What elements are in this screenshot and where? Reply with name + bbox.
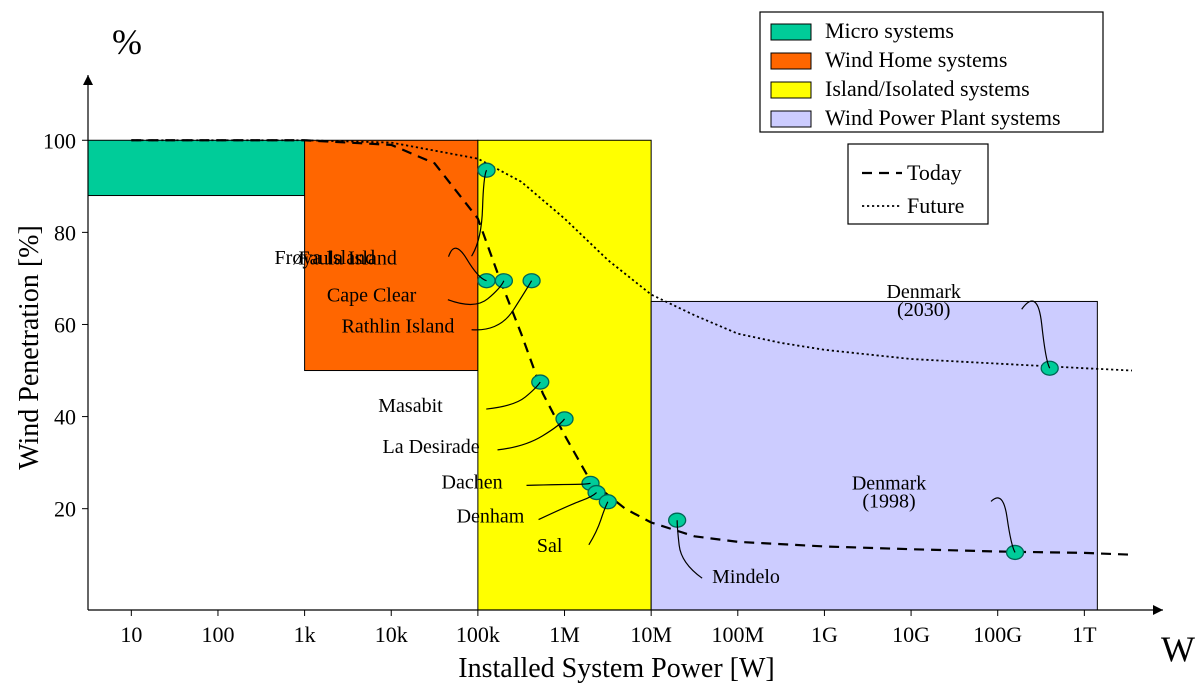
- region-legend-box: [759, 11, 1104, 133]
- data-point: Denmark(2030): [886, 281, 1059, 376]
- point-label-denmark-2030-: (2030): [897, 299, 950, 321]
- point-label-denmark-1998-: (1998): [862, 490, 915, 512]
- label-leader-line: [676, 520, 703, 579]
- x-axis-title: Installed System Power [W]: [458, 653, 775, 684]
- legend-label: Wind Power Plant systems: [825, 105, 1061, 130]
- point-label-faula-island: Faula Island: [299, 248, 397, 270]
- label-leader-line: [471, 280, 533, 331]
- x-tick-label: 100: [201, 622, 234, 647]
- legend: Micro systems Wind Home systems Island/Iso…: [759, 11, 1104, 225]
- y-axis-title: Wind Penetration [%]: [14, 225, 45, 470]
- data-point: Rathlin Island: [342, 273, 541, 338]
- x-tick-label: 10k: [375, 622, 408, 647]
- y-tick-label: 100: [43, 128, 76, 153]
- x-tick-label: 100G: [973, 622, 1022, 647]
- data-point-marker: [494, 273, 514, 289]
- point-label-denmark-2030-: Denmark: [886, 281, 960, 303]
- point-label-rathlin-island: Rathlin Island: [342, 316, 455, 338]
- label-leader-line: [486, 381, 541, 410]
- x-tick-label: 100M: [712, 622, 765, 647]
- future-legend-label: Future: [907, 193, 964, 218]
- legend-swatch: [770, 52, 812, 70]
- point-label-denmark-1998-: Denmark: [852, 472, 926, 494]
- data-point: Denmark(1998): [852, 472, 1025, 561]
- data-point: Mindelo: [667, 512, 780, 588]
- label-leader-line: [538, 492, 597, 521]
- y-axis-arrow: [83, 75, 93, 85]
- x-tick-label: 100k: [456, 622, 500, 647]
- legend-swatch: [770, 23, 812, 41]
- point-label-mindelo: Mindelo: [712, 566, 780, 588]
- data-point: Frøya Island: [275, 162, 496, 269]
- x-tick-label: 1M: [549, 622, 580, 647]
- legend-swatch: [770, 81, 812, 99]
- region-layer: [87, 139, 1098, 611]
- point-label-masabit: Masabit: [378, 395, 443, 417]
- point-label-dachen: Dachen: [442, 471, 503, 493]
- data-point: Masabit: [378, 374, 550, 417]
- data-point: Faula Island: [299, 247, 496, 289]
- line-legend-box: [847, 143, 989, 225]
- today-legend-label: Today: [907, 160, 962, 185]
- label-leader-line: [497, 418, 566, 451]
- x-tick-label: 1T: [1072, 622, 1097, 647]
- data-point: Cape Clear: [327, 273, 514, 307]
- y-unit-label: %: [112, 22, 142, 62]
- y-tick-label: 40: [54, 405, 76, 430]
- label-leader-line: [526, 482, 591, 486]
- label-leader-line: [447, 247, 487, 282]
- x-tick-label: 1k: [294, 622, 316, 647]
- data-point: Denham: [457, 484, 606, 528]
- x-tick-label: 1G: [811, 622, 838, 647]
- region-micro-systems: [87, 139, 306, 197]
- point-label-sal: Sal: [537, 535, 563, 557]
- y-tick-label: 60: [54, 312, 76, 337]
- legend-swatch: [770, 110, 812, 128]
- y-tick-label: 80: [54, 220, 76, 245]
- axes: 10 100 1k 10k 100k 1M 10M 100M 1G 10G 100G 1T 20 40 60…: [43, 75, 1163, 647]
- point-label-cape-clear: Cape Clear: [327, 285, 417, 307]
- label-leader-line: [588, 501, 609, 546]
- x-tick-label: 10M: [630, 622, 672, 647]
- x-tick-label: 10: [120, 622, 142, 647]
- label-leader-line: [471, 169, 488, 257]
- label-leader-line: [990, 497, 1016, 553]
- x-axis-arrow: [1153, 605, 1163, 615]
- legend-label: Micro systems: [825, 18, 954, 43]
- point-label-fr-ya-island: Frøya Island: [275, 247, 376, 269]
- label-leader-line: [447, 280, 505, 306]
- x-unit-label: W: [1161, 629, 1195, 669]
- point-label-denham: Denham: [457, 506, 525, 528]
- label-leader-line: [1021, 300, 1051, 369]
- data-point: Dachen: [442, 471, 600, 493]
- data-point: La Desirade: [383, 411, 574, 458]
- y-tick-label: 20: [54, 497, 76, 522]
- x-tick-label: 10G: [892, 622, 930, 647]
- legend-label: Wind Home systems: [825, 47, 1007, 72]
- point-label-la-desirade: La Desirade: [383, 436, 480, 458]
- region-island-isolated-systems: [477, 139, 652, 611]
- legend-label: Island/Isolated systems: [825, 76, 1030, 101]
- data-point: Sal: [537, 494, 617, 557]
- region-wind-power-plant-systems: [650, 300, 1098, 611]
